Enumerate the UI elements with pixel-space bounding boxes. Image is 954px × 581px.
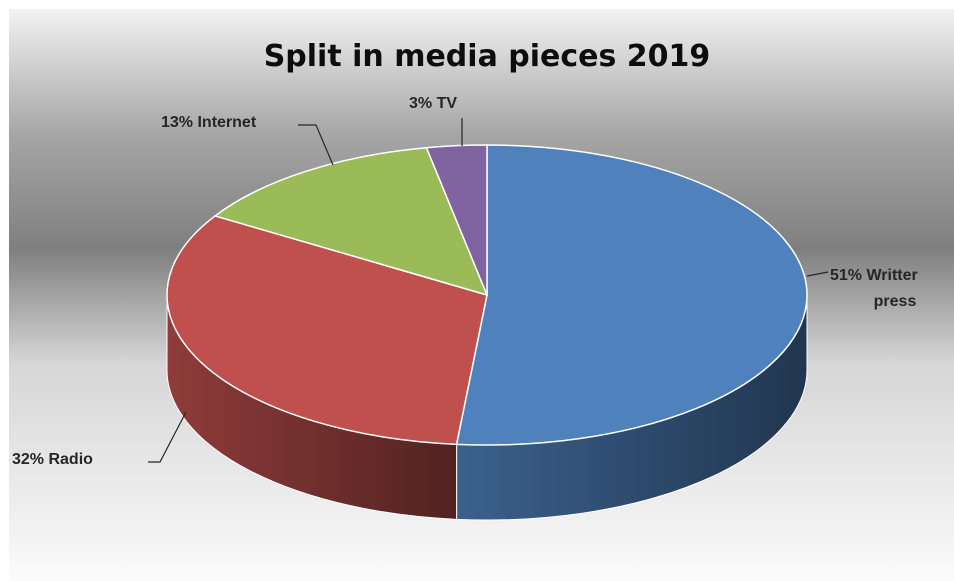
leader-line-writter-press bbox=[806, 271, 829, 277]
data-label-tv: 3% TV bbox=[409, 95, 457, 112]
data-label-radio: 32% Radio bbox=[12, 451, 93, 468]
leader-line-internet bbox=[298, 124, 334, 166]
leader-line-radio bbox=[148, 411, 187, 463]
slice-internet[interactable] bbox=[213, 146, 489, 297]
chart-title: Split in media pieces 2019 bbox=[264, 39, 711, 74]
data-label-internet: 13% Internet bbox=[161, 114, 257, 131]
slice-tv[interactable] bbox=[425, 144, 488, 296]
slice-radio[interactable] bbox=[166, 215, 488, 446]
data-label-writter-press: 51% Writter press bbox=[830, 267, 918, 310]
slice-writter-press[interactable] bbox=[455, 144, 808, 446]
